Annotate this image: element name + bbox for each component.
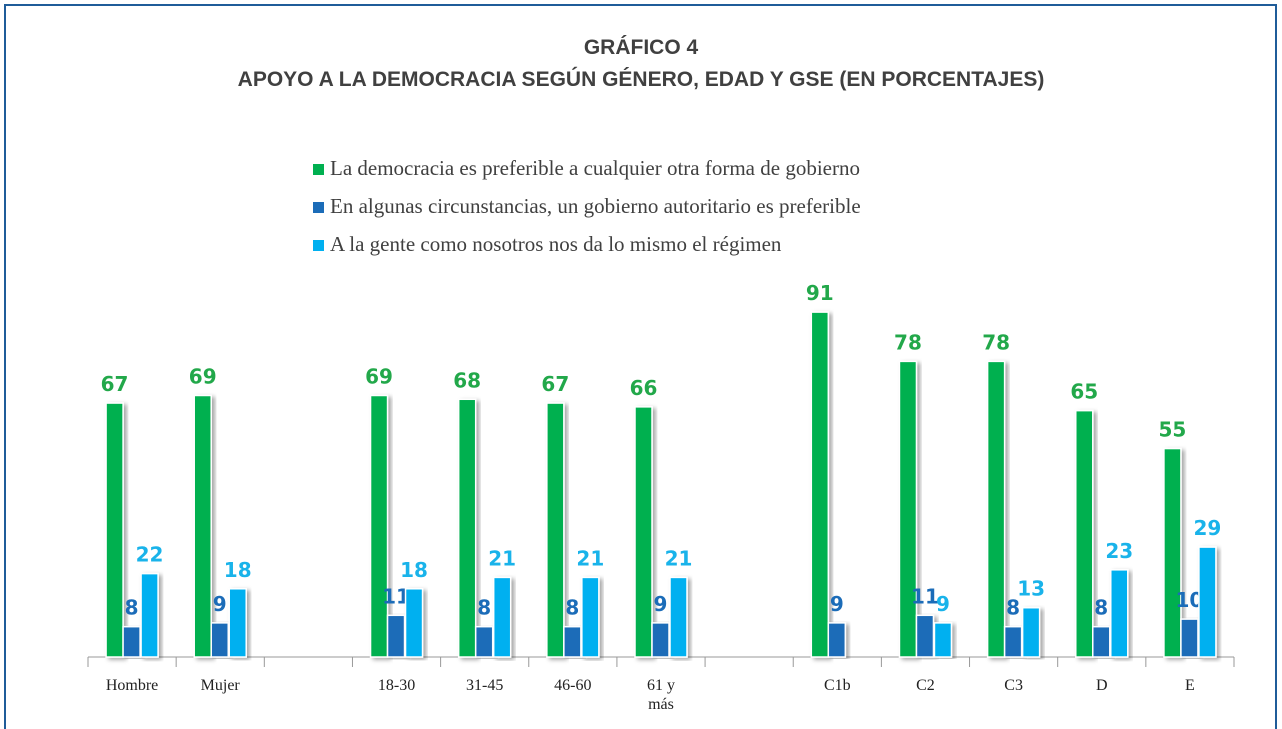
data-label: 68 xyxy=(453,368,481,392)
x-tick-label: C3 xyxy=(1004,677,1023,694)
data-label: 23 xyxy=(1105,539,1133,563)
bar xyxy=(898,360,918,658)
bar xyxy=(1180,618,1199,658)
data-label: 9 xyxy=(213,592,227,616)
bar xyxy=(634,406,653,658)
x-tick-label: Hombre xyxy=(105,677,159,694)
bar xyxy=(386,614,406,658)
data-label: 8 xyxy=(125,596,139,620)
bar xyxy=(810,311,830,658)
bar xyxy=(1092,625,1111,658)
bar xyxy=(669,576,688,658)
bar xyxy=(474,625,494,658)
data-label: 9 xyxy=(936,592,950,616)
bar xyxy=(228,588,247,658)
bar xyxy=(915,614,935,658)
data-label: 67 xyxy=(541,372,569,396)
bar xyxy=(193,394,212,658)
x-tick-label: 61 y más xyxy=(647,677,675,713)
bar xyxy=(1198,546,1217,658)
data-label: 78 xyxy=(894,330,922,354)
legend-label: A la gente como nosotros nos da lo mismo… xyxy=(330,232,782,256)
frame xyxy=(4,4,1277,729)
data-label: 8 xyxy=(477,596,491,620)
legend-swatch xyxy=(313,202,324,213)
bar xyxy=(933,622,953,658)
data-label: 8 xyxy=(1006,596,1020,620)
bar xyxy=(563,625,582,658)
data-label: 8 xyxy=(1094,596,1108,620)
data-label: 66 xyxy=(630,376,658,400)
x-tick-label: Mujer xyxy=(200,677,240,694)
data-label: 13 xyxy=(1017,577,1045,601)
data-label: 69 xyxy=(189,364,217,388)
bar xyxy=(122,625,141,658)
x-tick-label: 46-60 xyxy=(554,677,592,694)
data-label: 18 xyxy=(224,558,252,582)
bar xyxy=(1075,409,1094,658)
bar xyxy=(369,394,389,658)
data-label: 9 xyxy=(830,592,844,616)
bar xyxy=(210,622,229,658)
data-label: 21 xyxy=(665,546,693,570)
bar xyxy=(651,622,670,658)
x-tick-label: D xyxy=(1095,677,1108,694)
bar xyxy=(986,360,1006,658)
legend-swatch xyxy=(313,164,324,175)
bar xyxy=(140,572,159,658)
data-label: 29 xyxy=(1194,516,1222,540)
data-label: 55 xyxy=(1159,418,1187,442)
data-label: 65 xyxy=(1070,380,1098,404)
bar xyxy=(105,402,124,658)
data-label: 78 xyxy=(982,330,1010,354)
bar xyxy=(1003,625,1023,658)
data-label: 21 xyxy=(488,546,516,570)
legend-label: En algunas circunstancias, un gobierno a… xyxy=(330,194,861,218)
bar xyxy=(827,622,847,658)
chart-title: GRÁFICO 4 xyxy=(584,36,699,59)
bar xyxy=(1110,569,1129,658)
data-label: 91 xyxy=(806,281,834,305)
x-tick-label: C1b xyxy=(823,677,851,694)
legend-label: La democracia es preferible a cualquier … xyxy=(330,156,860,180)
bar xyxy=(457,398,477,658)
bar xyxy=(546,402,565,658)
bar xyxy=(1021,606,1041,658)
legend-swatch xyxy=(313,240,324,251)
data-label: 9 xyxy=(654,592,668,616)
bar xyxy=(1163,447,1182,658)
bar xyxy=(492,576,512,658)
x-tick-label: E xyxy=(1185,677,1195,694)
bar xyxy=(404,588,424,658)
data-label: 67 xyxy=(101,372,129,396)
data-label: 11 xyxy=(911,584,939,608)
chart-subtitle: APOYO A LA DEMOCRACIA SEGÚN GÉNERO, EDAD… xyxy=(238,67,1045,91)
data-label: 69 xyxy=(365,364,393,388)
data-label: 21 xyxy=(576,546,604,570)
data-label: 8 xyxy=(565,596,579,620)
data-label: 22 xyxy=(136,543,164,567)
data-label: 18 xyxy=(400,558,428,582)
bar xyxy=(581,576,600,658)
x-tick-label: 31-45 xyxy=(466,677,504,694)
x-tick-label: 18-30 xyxy=(377,677,416,694)
x-tick-label: C2 xyxy=(916,677,935,694)
